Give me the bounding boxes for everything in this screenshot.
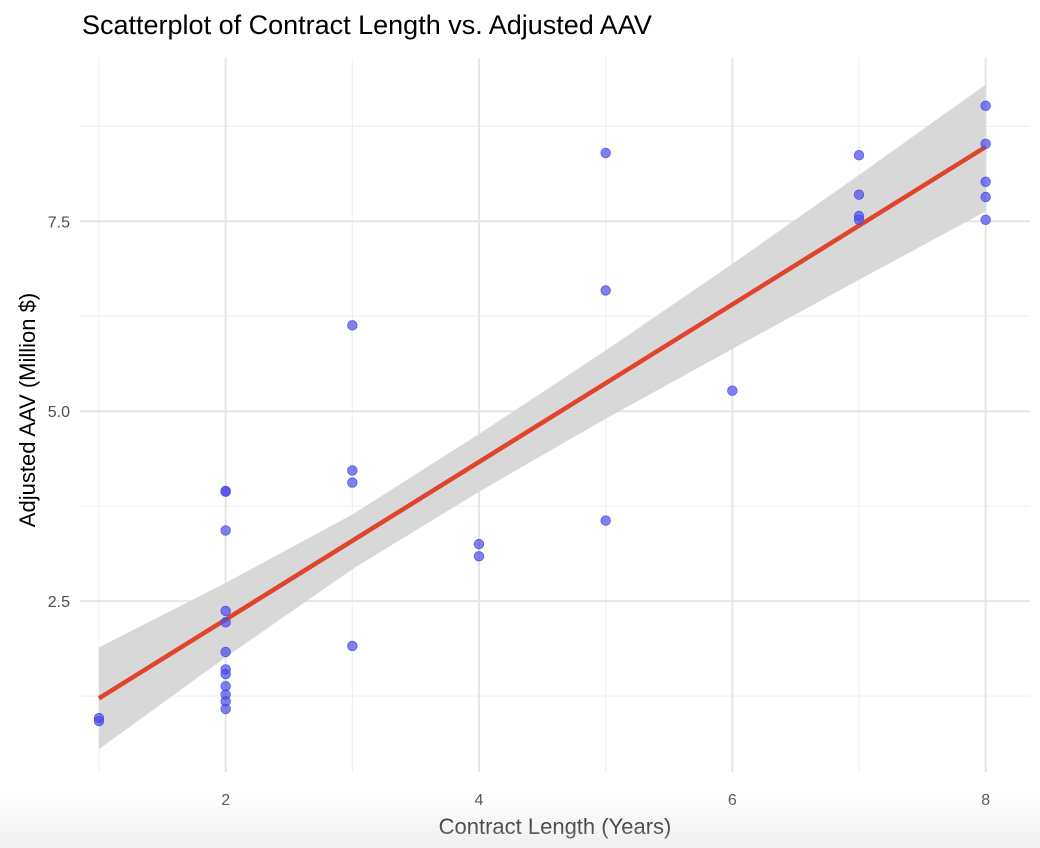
confidence-band-area xyxy=(99,84,986,750)
chart-title: Scatterplot of Contract Length vs. Adjus… xyxy=(82,10,652,40)
data-point xyxy=(347,320,358,331)
data-point xyxy=(93,715,105,727)
data-point xyxy=(980,176,991,188)
trend-line xyxy=(97,144,987,701)
data-point xyxy=(220,605,231,617)
data-point xyxy=(853,214,865,225)
x-tick-label: 2 xyxy=(221,792,230,809)
y-axis-title: Adjusted AAV (Million $) xyxy=(15,293,40,527)
y-tick-labels: 2.5 5.0 7.5 xyxy=(48,214,70,611)
data-point xyxy=(347,640,358,652)
data-point xyxy=(347,477,358,488)
data-point xyxy=(600,285,611,296)
y-tick-label: 2.5 xyxy=(48,594,70,611)
data-point xyxy=(220,646,231,658)
data-point xyxy=(220,703,231,715)
y-tick-label: 7.5 xyxy=(48,214,70,231)
data-point xyxy=(980,138,991,150)
points xyxy=(93,100,991,727)
data-point xyxy=(220,486,231,497)
x-tick-label: 6 xyxy=(728,792,737,809)
data-point xyxy=(347,465,358,476)
data-point xyxy=(600,515,611,526)
data-point xyxy=(473,538,485,550)
data-point xyxy=(980,214,991,225)
data-point xyxy=(727,385,738,396)
data-point xyxy=(980,100,991,112)
data-point xyxy=(853,189,865,200)
data-point xyxy=(220,525,231,536)
x-tick-label: 8 xyxy=(981,792,990,809)
confidence-band xyxy=(99,84,986,750)
data-point xyxy=(220,617,231,628)
data-point xyxy=(473,551,485,562)
y-tick-label: 5.0 xyxy=(48,404,70,421)
x-tick-label: 4 xyxy=(475,792,484,809)
trend-line-path xyxy=(97,144,987,701)
data-point xyxy=(853,150,865,161)
data-point xyxy=(600,147,611,159)
x-axis-title: Contract Length (Years) xyxy=(439,814,672,839)
data-point xyxy=(220,668,231,680)
data-point xyxy=(980,191,991,203)
x-tick-labels: 2 4 6 8 xyxy=(221,792,990,809)
